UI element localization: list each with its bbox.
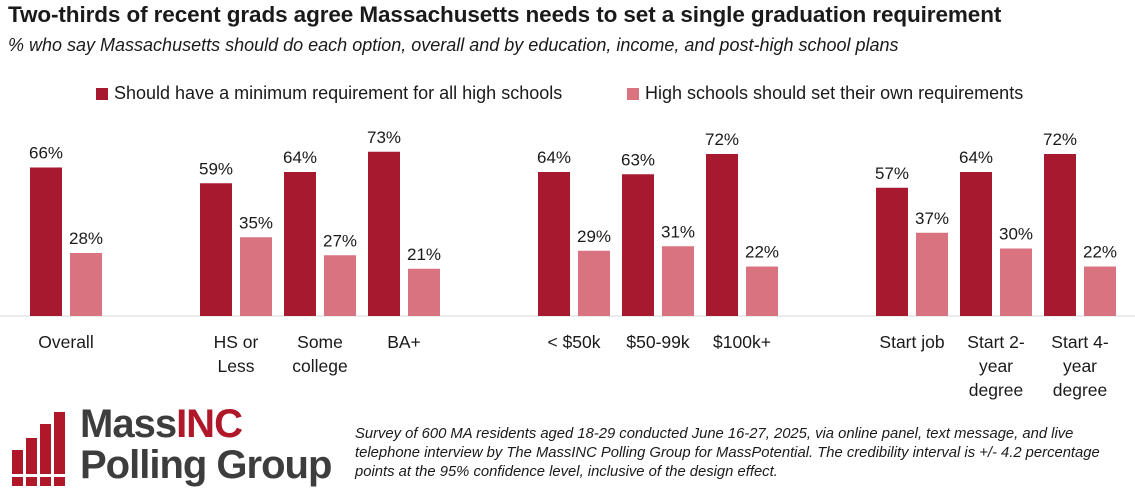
category-label: Start 2-	[967, 332, 1025, 352]
category-label: Some	[297, 332, 343, 352]
bar-minimum-requirement-3-1	[960, 172, 992, 316]
category-label: Less	[218, 356, 255, 376]
data-label: 64%	[283, 148, 317, 167]
data-label: 66%	[29, 144, 63, 163]
bar-minimum-requirement-3-0	[876, 187, 908, 316]
data-label: 73%	[367, 128, 401, 147]
bar-minimum-requirement-0-0	[30, 167, 62, 316]
legend-swatch-series2	[627, 87, 639, 100]
massinc-logo: MassINC Polling Group	[10, 404, 340, 490]
data-label: 27%	[323, 231, 357, 250]
logo-inc: INC	[176, 402, 243, 446]
bar-own-requirements-1-2	[408, 268, 440, 316]
bar-minimum-requirement-1-2	[368, 151, 400, 316]
bar-minimum-requirement-2-0	[538, 172, 570, 316]
category-label: degree	[969, 380, 1024, 400]
bar-minimum-requirement-1-0	[200, 183, 232, 316]
data-label: 64%	[959, 148, 993, 167]
legend-label-series1: Should have a minimum requirement for al…	[114, 83, 563, 103]
data-label: 57%	[875, 164, 909, 183]
category-label: BA+	[387, 332, 421, 352]
legend-item-series1: Should have a minimum requirement for al…	[96, 83, 562, 104]
data-label: 30%	[999, 225, 1033, 244]
category-label: HS or	[214, 332, 259, 352]
survey-footnote: Survey of 600 MA residents aged 18-29 co…	[355, 426, 1100, 480]
chart-subtitle: % who say Massachusetts should do each o…	[8, 35, 899, 55]
legend: Should have a minimum requirement for al…	[0, 83, 1135, 109]
data-label: 37%	[915, 209, 949, 228]
data-label: 21%	[407, 245, 441, 264]
bar-own-requirements-3-2	[1084, 266, 1116, 316]
bar-minimum-requirement-2-2	[706, 154, 738, 316]
bar-own-requirements-2-0	[578, 250, 610, 316]
category-label: Start job	[879, 332, 944, 352]
category-label: degree	[1053, 380, 1108, 400]
legend-item-series2: High schools should set their own requir…	[627, 83, 1023, 104]
bar-minimum-requirement-2-1	[622, 174, 654, 316]
data-label: 64%	[537, 148, 571, 167]
bar-minimum-requirement-3-2	[1044, 154, 1076, 316]
category-label: Start 4-	[1051, 332, 1109, 352]
chart-title: Two-thirds of recent grads agree Massach…	[8, 2, 1002, 27]
category-label: year	[979, 356, 1013, 376]
bar-own-requirements-1-0	[240, 237, 272, 316]
category-label: Overall	[38, 332, 93, 352]
data-label: 29%	[577, 227, 611, 246]
legend-label-series2: High schools should set their own requir…	[645, 83, 1024, 103]
data-label: 35%	[239, 213, 273, 232]
category-label: $50-99k	[626, 332, 689, 352]
logo-wordmark: MassINC Polling Group	[80, 402, 332, 487]
logo-mass: Mass	[80, 402, 177, 446]
bar-own-requirements-3-1	[1000, 248, 1032, 316]
data-label: 28%	[69, 229, 103, 248]
data-label: 31%	[661, 222, 695, 241]
logo-polling-group: Polling Group	[80, 443, 332, 487]
data-label: 22%	[1083, 243, 1117, 262]
logo-bars-icon	[10, 412, 72, 486]
bar-own-requirements-0-0	[70, 253, 102, 316]
data-label: 59%	[199, 159, 233, 178]
category-label: < $50k	[547, 332, 600, 352]
bar-own-requirements-2-2	[746, 266, 778, 316]
data-label: 72%	[705, 130, 739, 149]
category-label: year	[1063, 356, 1097, 376]
data-label: 72%	[1043, 130, 1077, 149]
bar-own-requirements-2-1	[662, 246, 694, 316]
category-label: $100k+	[713, 332, 771, 352]
bar-minimum-requirement-1-1	[284, 172, 316, 316]
bar-chart: 66% 28% Overall 59% 35% HS or Less 64% 27% Some co…	[0, 128, 1135, 400]
legend-swatch-series1	[96, 87, 108, 100]
bar-own-requirements-1-1	[324, 255, 356, 316]
bar-own-requirements-3-0	[916, 232, 948, 316]
category-label: college	[292, 356, 347, 376]
data-label: 63%	[621, 150, 655, 169]
data-label: 22%	[745, 243, 779, 262]
